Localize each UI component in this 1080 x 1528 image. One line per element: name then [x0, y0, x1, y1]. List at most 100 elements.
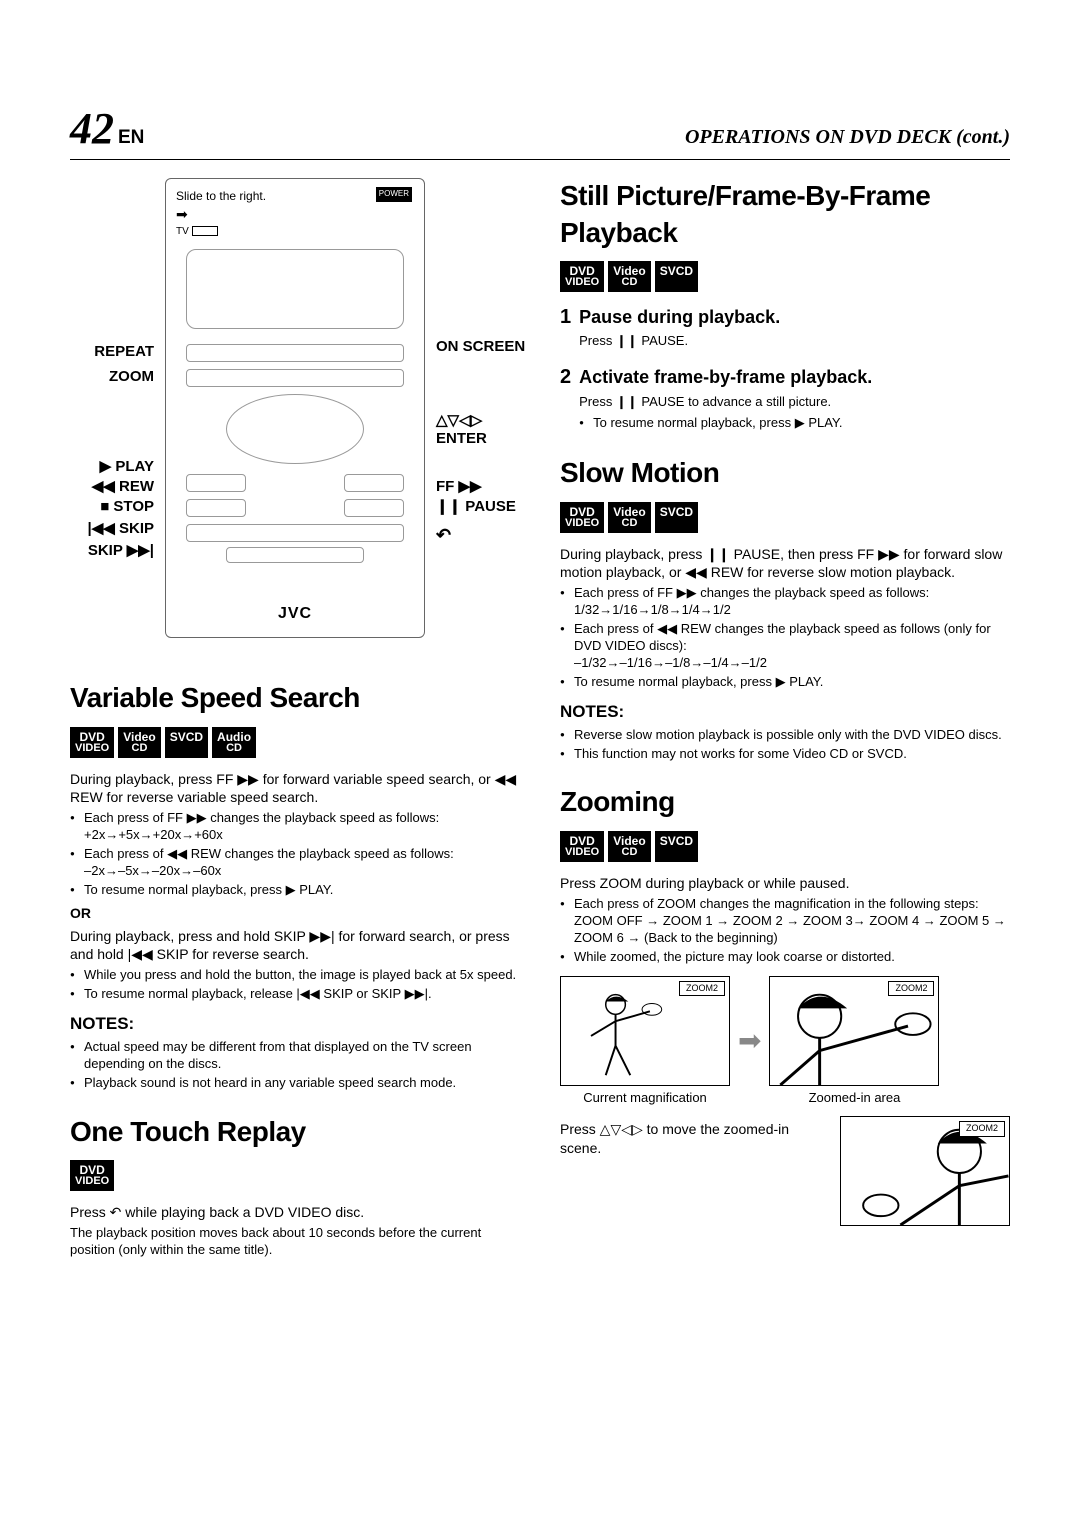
- remote-brand: JVC: [166, 604, 424, 625]
- annot-arrows: △▽◁▷: [436, 411, 482, 431]
- badges-vss: DVDVIDEO VideoCD SVCD AudioCD: [70, 727, 520, 758]
- slow-b3: To resume normal playback, press ▶ PLAY.: [560, 674, 1010, 691]
- vss-notes-head: NOTES:: [70, 1013, 520, 1035]
- vss-alt-b1: While you press and hold the button, the…: [70, 967, 520, 984]
- annot-pause: ❙❙ PAUSE: [436, 497, 516, 517]
- zoom-label-2: ZOOM2: [888, 981, 934, 997]
- remote-row1-icon: [186, 344, 404, 362]
- page-number: 42: [70, 104, 114, 153]
- slow-n2: This function may not works for some Vid…: [560, 746, 1010, 763]
- zoom-label-3: ZOOM2: [959, 1121, 1005, 1137]
- remote-ff-icon: [344, 474, 404, 492]
- zoom-move-text: Press △▽◁▷ to move the zoomed-in scene.: [560, 1120, 820, 1156]
- slow-b2: Each press of ◀◀ REW changes the playbac…: [560, 621, 1010, 672]
- badges-still: DVDVIDEO VideoCD SVCD: [560, 261, 1010, 292]
- badge-dvd-video-2: DVDVIDEO: [70, 1160, 114, 1191]
- badge-svcd: SVCD: [165, 727, 208, 758]
- badge-svcd-3: SVCD: [655, 502, 698, 533]
- vss-b3: To resume normal playback, press ▶ PLAY.: [70, 882, 520, 899]
- vss-n1: Actual speed may be different from that …: [70, 1039, 520, 1073]
- tv-label: TV: [176, 226, 189, 237]
- annot-onscreen: ON SCREEN: [436, 337, 525, 357]
- annot-skip-next: SKIP ▶▶|: [88, 541, 154, 561]
- step2-body: Press ❙❙ PAUSE to advance a still pictur…: [579, 394, 872, 411]
- heading-one-touch: One Touch Replay: [70, 1114, 520, 1150]
- vss-alt: During playback, press and hold SKIP ▶▶|…: [70, 927, 520, 963]
- badge-dvd-video: DVDVIDEO: [70, 727, 114, 758]
- step2-b1: To resume normal playback, press ▶ PLAY.: [579, 415, 872, 432]
- remote-row2-icon: [186, 369, 404, 387]
- slow-n1: Reverse slow motion playback is possible…: [560, 727, 1010, 744]
- badges-slow: DVDVIDEO VideoCD SVCD: [560, 502, 1010, 533]
- remote-outline: Slide to the right. ➡ TV POWER JVC RE: [165, 178, 425, 638]
- slide-note: Slide to the right. ➡ TV: [176, 189, 266, 239]
- page-number-block: 42EN: [70, 100, 144, 157]
- heading-slow: Slow Motion: [560, 455, 1010, 491]
- section-title: OPERATIONS ON DVD DECK (cont.): [685, 124, 1010, 150]
- zoom-cap1: Current magnification: [560, 1090, 730, 1107]
- zoom-fig-current: ZOOM2: [560, 976, 730, 1086]
- otr-sub: The playback position moves back about 1…: [70, 1225, 520, 1259]
- badge-video-cd: VideoCD: [118, 727, 160, 758]
- remote-play-icon: [186, 474, 246, 492]
- badge-dvd-video-4: DVDVIDEO: [560, 502, 604, 533]
- annot-rew: ◀◀ REW: [92, 477, 154, 497]
- badge-audio-cd: AudioCD: [212, 727, 256, 758]
- zoom-arrow-icon: ➡: [738, 1023, 761, 1059]
- zoom-intro: Press ZOOM during playback or while paus…: [560, 874, 1010, 892]
- annot-play: ▶ PLAY: [100, 457, 154, 477]
- step1-title: Pause during playback.: [579, 306, 780, 329]
- vss-alt-b2: To resume normal playback, release |◀◀ S…: [70, 986, 520, 1003]
- slide-arrow-icon: ➡: [176, 206, 188, 222]
- zoom-move-row: Press △▽◁▷ to move the zoomed-in scene. …: [560, 1116, 1010, 1226]
- remote-dpad-icon: [226, 394, 364, 464]
- step2-title: Activate frame-by-frame playback.: [579, 366, 872, 389]
- remote-bottom-row-icon: [226, 547, 364, 563]
- badge-video-cd-3: VideoCD: [608, 502, 650, 533]
- annot-zoom: ZOOM: [109, 367, 154, 387]
- vss-b1: Each press of FF ▶▶ changes the playback…: [70, 810, 520, 844]
- page-number-suffix: EN: [118, 127, 144, 148]
- remote-skip-row-icon: [186, 524, 404, 542]
- tv-switch-icon: [192, 226, 218, 236]
- zoom-fig-moved: ZOOM2: [840, 1116, 1010, 1226]
- zoom-b2: While zoomed, the picture may look coars…: [560, 949, 1010, 966]
- badge-video-cd-2: VideoCD: [608, 261, 650, 292]
- annot-repeat: REPEAT: [94, 342, 154, 362]
- slow-notes-head: NOTES:: [560, 701, 1010, 723]
- left-column: Slide to the right. ➡ TV POWER JVC RE: [70, 178, 520, 1263]
- zoom-fig-zoomed: ZOOM2: [769, 976, 939, 1086]
- step1-num: 1: [560, 304, 571, 330]
- zoom-label-1: ZOOM2: [679, 981, 725, 997]
- badge-dvd-video-3: DVDVIDEO: [560, 261, 604, 292]
- badges-zoom: DVDVIDEO VideoCD SVCD: [560, 831, 1010, 862]
- vss-or: OR: [70, 904, 520, 922]
- power-label: POWER: [376, 187, 412, 201]
- slow-b1: Each press of FF ▶▶ changes the playback…: [560, 585, 1010, 619]
- still-step2: 2 Activate frame-by-frame playback. Pres…: [560, 364, 1010, 433]
- badge-svcd-2: SVCD: [655, 261, 698, 292]
- heading-variable-speed: Variable Speed Search: [70, 680, 520, 716]
- badge-svcd-4: SVCD: [655, 831, 698, 862]
- badges-otr: DVDVIDEO: [70, 1160, 520, 1191]
- badge-video-cd-4: VideoCD: [608, 831, 650, 862]
- heading-zoom: Zooming: [560, 784, 1010, 820]
- remote-stop-icon: [186, 499, 246, 517]
- heading-still: Still Picture/Frame-By-Frame Playback: [560, 178, 1010, 251]
- remote-diagram: Slide to the right. ➡ TV POWER JVC RE: [70, 178, 520, 658]
- annot-skip-prev: |◀◀ SKIP: [88, 519, 154, 539]
- step2-num: 2: [560, 364, 571, 390]
- zoom-figures: ZOOM2 Current magnification ➡ ZOOM2: [560, 976, 1010, 1107]
- vss-intro: During playback, press FF ▶▶ for forward…: [70, 770, 520, 806]
- otr-text: Press ↶ while playing back a DVD VIDEO d…: [70, 1203, 520, 1221]
- vss-n2: Playback sound is not heard in any varia…: [70, 1075, 520, 1092]
- step1-body: Press ❙❙ PAUSE.: [579, 333, 780, 350]
- badge-dvd-video-5: DVDVIDEO: [560, 831, 604, 862]
- annot-enter: ENTER: [436, 429, 487, 449]
- slow-intro: During playback, press ❙❙ PAUSE, then pr…: [560, 545, 1010, 581]
- zoom-b1: Each press of ZOOM changes the magnifica…: [560, 896, 1010, 947]
- remote-numpad-icon: [186, 249, 404, 329]
- right-column: Still Picture/Frame-By-Frame Playback DV…: [560, 178, 1010, 1263]
- slide-note-text: Slide to the right.: [176, 189, 266, 203]
- annot-ff: FF ▶▶: [436, 477, 482, 497]
